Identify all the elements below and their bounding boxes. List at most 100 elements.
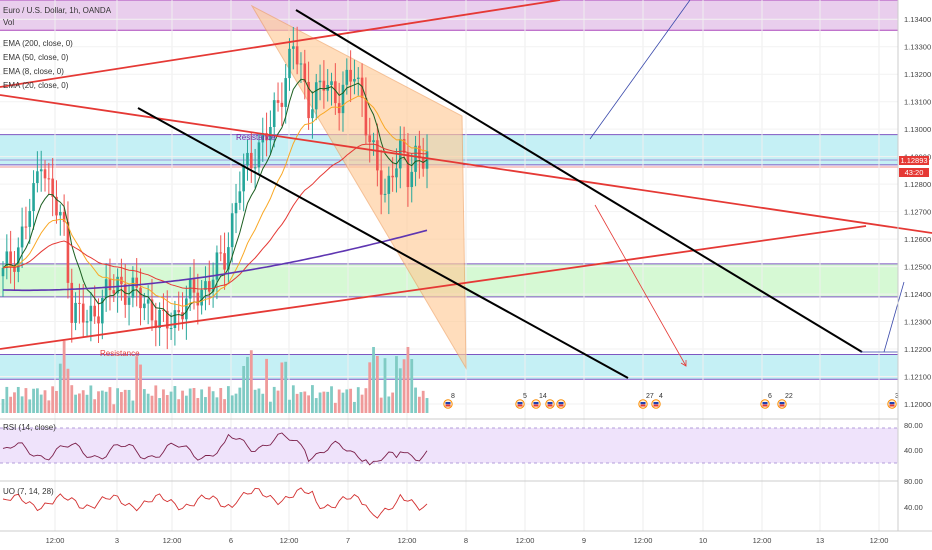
- candle-body: [284, 78, 287, 107]
- volume-bar: [20, 396, 24, 413]
- candle-body: [223, 253, 226, 270]
- candle-body: [165, 310, 169, 329]
- event-marker-label: 3: [895, 393, 899, 400]
- candle-body: [387, 175, 391, 194]
- volume-bar: [383, 358, 387, 413]
- candle-body: [406, 152, 410, 188]
- vol-label[interactable]: Vol: [3, 18, 15, 27]
- volume-bar: [230, 395, 234, 413]
- volume-bar: [387, 396, 391, 413]
- ema-200-label[interactable]: EMA (200, close, 0): [3, 39, 73, 48]
- volume-bar: [318, 392, 322, 413]
- candle-body: [188, 279, 192, 299]
- uo-tick-label: 80.00: [904, 477, 923, 486]
- volume-bar: [246, 356, 249, 413]
- candle-body: [143, 303, 146, 309]
- zone-top-purple: [0, 0, 898, 31]
- volume-bar: [146, 393, 150, 413]
- volume-bar: [368, 362, 372, 413]
- candle-body: [230, 213, 234, 248]
- volume-bar: [375, 355, 379, 413]
- volume-bar: [35, 388, 39, 413]
- y-tick-label: 1.13400: [904, 15, 931, 24]
- candle-body: [246, 152, 249, 166]
- volume-bar: [341, 392, 345, 413]
- volume-bar: [173, 386, 177, 413]
- volume-bar: [162, 389, 165, 413]
- event-marker-label: 14: [539, 393, 547, 400]
- candle-body: [402, 138, 406, 153]
- volume-bar: [85, 394, 89, 413]
- candle-body: [131, 277, 135, 298]
- candle-body: [318, 80, 322, 83]
- volume-bar: [78, 393, 81, 413]
- countdown-tag: 43:20: [899, 168, 929, 177]
- volume-bar: [238, 387, 242, 413]
- candle-body: [391, 175, 394, 178]
- x-tick-label: 10: [699, 536, 707, 545]
- volume-bar: [414, 387, 417, 413]
- candle-body: [334, 81, 337, 104]
- candle-body: [32, 183, 35, 212]
- candle-body: [280, 102, 284, 107]
- ema-20-label[interactable]: EMA (20, close, 0): [3, 81, 69, 90]
- candle-body: [219, 252, 223, 254]
- symbol-title[interactable]: Euro / U.S. Dollar, 1h, OANDA: [3, 6, 112, 15]
- volume-bar: [242, 366, 246, 413]
- candle-body: [418, 145, 421, 159]
- candle-body: [24, 226, 28, 228]
- event-flag-stripe: [547, 404, 553, 407]
- volume-bar: [89, 385, 93, 413]
- y-tick-label: 1.13200: [904, 70, 931, 79]
- candle-body: [292, 46, 295, 49]
- candle-body: [234, 202, 238, 214]
- ema-8-label[interactable]: EMA (8, close, 0): [3, 67, 64, 76]
- volume-bar: [131, 400, 135, 413]
- channel-line-lower: [137, 107, 629, 379]
- volume-bar: [139, 364, 142, 413]
- candle-body: [185, 298, 188, 320]
- volume-bar: [326, 391, 330, 413]
- volume-bar: [55, 390, 58, 413]
- volume-bar: [425, 398, 429, 413]
- candle-body: [101, 298, 104, 324]
- volume-layer: [1, 340, 429, 413]
- volume-bar: [421, 390, 425, 413]
- volume-bar: [349, 388, 353, 413]
- volume-bar: [5, 386, 9, 413]
- candle-body: [200, 289, 203, 306]
- volume-bar: [345, 389, 349, 413]
- volume-bar: [70, 385, 74, 413]
- candle-body: [162, 309, 165, 311]
- x-tick-label: 8: [464, 536, 468, 545]
- volume-bar: [291, 385, 295, 413]
- candle-body: [238, 191, 242, 203]
- candle-body: [276, 100, 280, 103]
- volume-bar: [28, 399, 32, 413]
- uo-title[interactable]: UO (7, 14, 28): [3, 487, 54, 496]
- volume-bar: [360, 394, 364, 413]
- candle-body: [85, 321, 89, 323]
- event-flag-stripe: [889, 404, 895, 407]
- event-flag-icon: [445, 402, 451, 405]
- rsi-title[interactable]: RSI (14, close): [3, 423, 56, 432]
- volume-bar: [196, 398, 200, 413]
- volume-bar: [402, 359, 406, 413]
- volume-bar: [364, 388, 368, 413]
- volume-bar: [142, 389, 146, 413]
- candle-body: [299, 63, 303, 65]
- volume-bar: [158, 398, 162, 413]
- event-flag-icon: [653, 402, 659, 405]
- ema-50-label[interactable]: EMA (50, close, 0): [3, 53, 69, 62]
- candle-body: [341, 84, 345, 114]
- projection-blue-right: [883, 281, 905, 353]
- volume-bar: [181, 390, 184, 413]
- volume-bar: [207, 386, 211, 413]
- zone-bottom-cyan: [0, 354, 898, 380]
- x-tick-label: 12:00: [398, 536, 417, 545]
- event-flag-stripe: [762, 404, 768, 407]
- projection-blue-up: [589, 0, 691, 140]
- volume-bar: [395, 356, 398, 413]
- candle-body: [372, 140, 375, 143]
